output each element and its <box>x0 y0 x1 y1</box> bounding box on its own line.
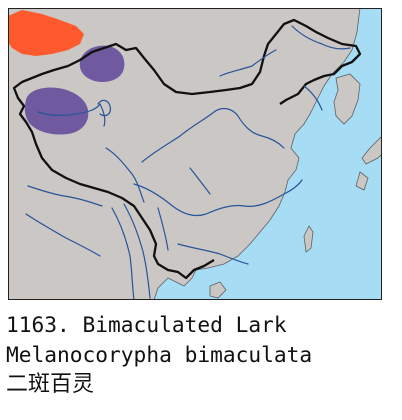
rivers <box>25 25 351 300</box>
river-north <box>219 49 277 77</box>
river-west-1 <box>27 185 103 207</box>
breeding-range-north <box>79 45 125 82</box>
national-border <box>12 18 362 280</box>
landmass-taiwan <box>303 225 314 253</box>
map-svg <box>8 8 382 300</box>
landmass-korea <box>333 73 361 125</box>
river-south-2 <box>157 207 169 251</box>
river-lake <box>97 99 111 117</box>
river-amur <box>291 25 351 50</box>
range-map <box>8 8 382 300</box>
river-pearl <box>177 243 249 265</box>
species-caption: 1163. Bimaculated Lark Melanocorypha bim… <box>6 310 398 400</box>
river-central <box>189 167 211 195</box>
map-border <box>8 8 382 300</box>
winter-range-area <box>8 10 84 56</box>
river-salween <box>111 207 135 300</box>
landmass-hainan <box>209 281 227 299</box>
landmass-japan <box>361 135 382 165</box>
landmass-japan-south <box>355 171 369 191</box>
river-upper-1 <box>105 147 145 203</box>
river-northeast <box>303 85 323 111</box>
caption-number-english: 1163. Bimaculated Lark <box>6 312 287 337</box>
caption-scientific-name: Melanocorypha bimaculata <box>6 342 313 367</box>
river-west-2 <box>25 213 101 257</box>
caption-chinese-name: 二斑百灵 <box>6 372 95 397</box>
river-mekong <box>123 203 151 299</box>
breeding-range-west <box>24 87 89 135</box>
river-yangtze <box>133 179 303 217</box>
river-yellow <box>141 107 285 163</box>
